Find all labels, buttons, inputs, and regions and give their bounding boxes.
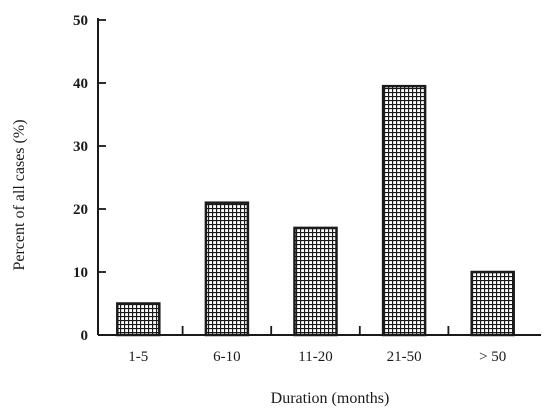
y-tick-label: 10: [73, 265, 88, 281]
bars: [116, 84, 515, 337]
y-tick-label: 50: [73, 13, 88, 29]
y-tick-label: 40: [73, 76, 88, 92]
category-label: > 50: [479, 349, 506, 365]
y-tick-label: 20: [73, 202, 88, 218]
bar: [116, 302, 161, 337]
category-label: 6-10: [213, 349, 241, 365]
bar: [381, 84, 427, 337]
category-labels: 1-5 6-10 11-20 21-50 > 50: [128, 349, 506, 365]
category-label: 21-50: [387, 349, 422, 365]
y-tick-label: 0: [81, 328, 89, 344]
y-axis: 0 10 20 30 40 50: [73, 13, 106, 344]
bar: [204, 201, 250, 337]
bar: [293, 226, 338, 337]
category-label: 1-5: [128, 349, 148, 365]
bar: [470, 270, 515, 337]
x-axis-title: Duration (months): [271, 390, 390, 407]
y-axis-title: Percent of all cases (%): [11, 119, 28, 270]
y-tick-label: 30: [73, 139, 88, 155]
category-label: 11-20: [298, 349, 332, 365]
